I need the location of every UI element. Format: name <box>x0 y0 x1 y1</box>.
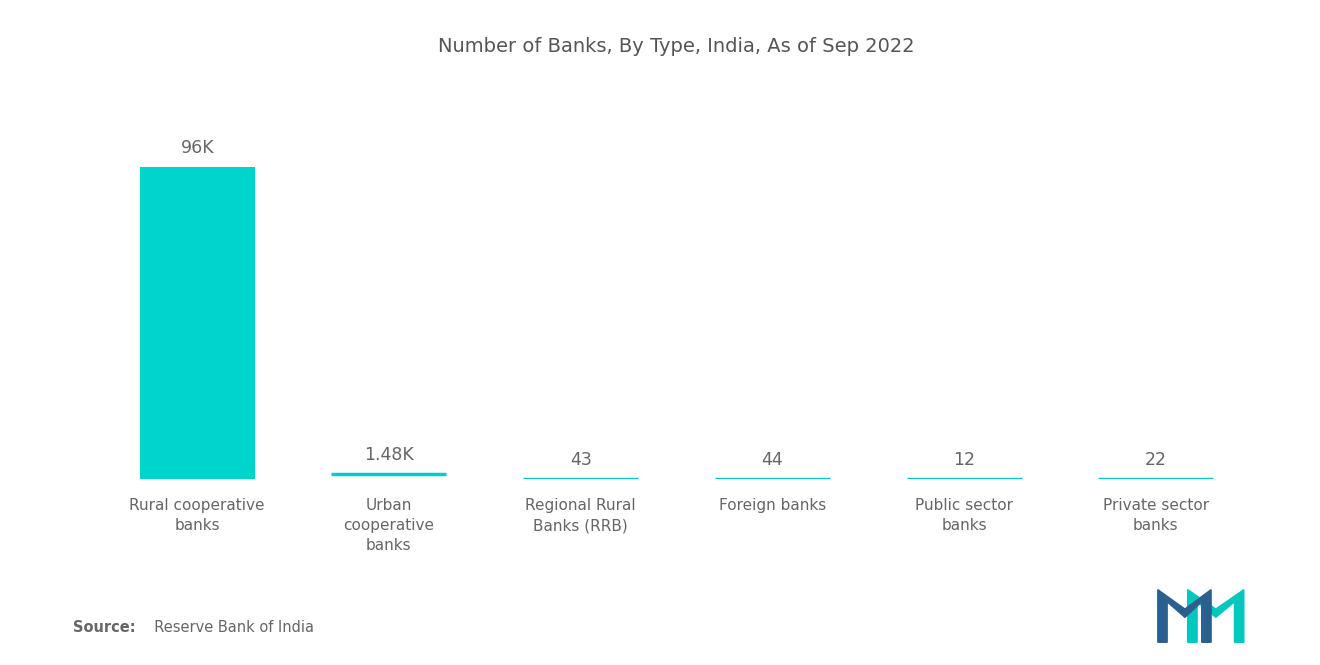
Text: 12: 12 <box>953 451 975 469</box>
Polygon shape <box>1158 590 1212 642</box>
Text: 43: 43 <box>570 451 591 469</box>
Text: Source:: Source: <box>73 620 135 635</box>
Text: 96K: 96K <box>181 139 214 157</box>
Text: 22: 22 <box>1144 451 1167 469</box>
Text: 1.48K: 1.48K <box>364 446 413 464</box>
Polygon shape <box>1188 590 1243 642</box>
Bar <box>140 167 255 479</box>
Text: Reserve Bank of India: Reserve Bank of India <box>145 620 314 635</box>
Title: Number of Banks, By Type, India, As of Sep 2022: Number of Banks, By Type, India, As of S… <box>438 37 915 56</box>
Text: 44: 44 <box>762 451 783 469</box>
